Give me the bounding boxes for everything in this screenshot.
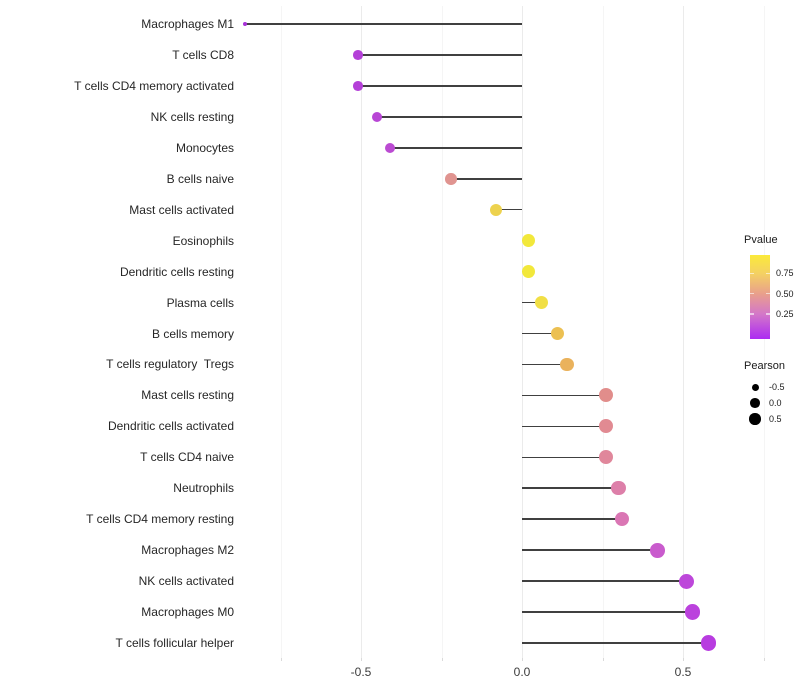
axis-tick	[361, 658, 362, 661]
lollipop-dot	[614, 512, 629, 527]
lollipop-dot	[550, 326, 565, 341]
pearson-legend-dot	[749, 413, 761, 425]
pearson-legend: Pearson -0.5 0.0 0.5	[744, 360, 800, 440]
gridline-minor	[441, 6, 443, 658]
x-axis-tick-label: 0.5	[674, 665, 692, 679]
lollipop-dot	[598, 450, 613, 465]
category-label: Dendritic cells activated	[107, 419, 234, 434]
category-label: NK cells resting	[150, 109, 234, 124]
gridline-major	[522, 6, 523, 658]
category-label: T cells CD4 memory activated	[74, 78, 234, 93]
axis-tick	[763, 658, 765, 661]
lollipop-dot	[649, 542, 665, 558]
x-axis-tick-label: -0.5	[350, 665, 372, 679]
lollipop-stem	[522, 363, 568, 366]
lollipop-stem	[522, 642, 709, 644]
category-label: Macrophages M0	[141, 605, 234, 620]
lollipop-dot	[521, 234, 535, 248]
lollipop-stem	[357, 85, 522, 87]
axis-tick	[602, 658, 604, 661]
pearson-legend-dot	[750, 398, 760, 408]
gradient-tick	[766, 292, 770, 295]
axis-tick	[441, 658, 443, 661]
category-label: NK cells activated	[138, 574, 234, 589]
lollipop-stem	[522, 332, 558, 335]
lollipop-dot	[445, 172, 457, 185]
lollipop-stem	[377, 116, 522, 118]
lollipop-dot	[534, 295, 548, 310]
category-label: Mast cells activated	[129, 202, 234, 217]
lollipop-dot	[352, 50, 363, 60]
lollipop-stem	[522, 487, 619, 490]
lollipop-stem	[245, 23, 522, 25]
category-label: T cells follicular helper	[115, 636, 235, 650]
gradient-tick	[750, 292, 754, 295]
pvalue-legend: Pvalue 0.75 0.50 0.25	[744, 234, 800, 354]
lollipop-dot	[598, 388, 613, 403]
category-label: Macrophages M1	[141, 17, 234, 31]
category-label: Mast cells resting	[141, 388, 234, 403]
pvalue-tick-label: 0.75	[776, 268, 794, 279]
gradient-tick	[766, 272, 770, 275]
gridline-minor	[280, 6, 282, 658]
lollipop-stem	[451, 177, 522, 180]
gridline-major	[361, 6, 362, 658]
category-label: Eosinophils	[172, 233, 234, 248]
lollipop-dot	[598, 419, 613, 434]
x-axis-tick-label: 0.0	[513, 665, 531, 679]
category-label: Dendritic cells resting	[119, 264, 234, 279]
gridline-minor	[602, 6, 604, 658]
lollipop-stem	[522, 549, 658, 551]
category-label: Monocytes	[175, 140, 234, 155]
lollipop-stem	[522, 425, 606, 428]
category-label: T cells CD4 naive	[140, 450, 234, 465]
category-label: T cells CD4 memory resting	[86, 512, 234, 527]
lollipop-dot	[384, 142, 396, 153]
pearson-legend-dot	[751, 383, 759, 391]
pearson-legend-label: 0.0	[769, 398, 782, 408]
axis-tick	[683, 658, 684, 661]
lollipop-dot	[372, 111, 383, 122]
pearson-legend-title: Pearson	[744, 360, 785, 372]
lollipop-stem	[522, 394, 606, 397]
lollipop-stem	[522, 580, 687, 582]
lollipop-stem	[496, 208, 522, 211]
category-label: T cells regulatory Tregs	[106, 357, 234, 372]
category-label: Neutrophils	[173, 481, 234, 496]
pvalue-tick-label: 0.25	[776, 308, 794, 319]
pvalue-gradient-bar	[750, 255, 770, 339]
category-label: B cells naive	[166, 171, 234, 186]
pvalue-legend-title: Pvalue	[744, 234, 778, 246]
lollipop-stem	[389, 147, 522, 149]
axis-tick	[522, 658, 523, 661]
pvalue-tick-label: 0.50	[776, 288, 794, 299]
axis-tick	[280, 658, 282, 661]
gradient-tick	[750, 272, 754, 275]
lollipop-stem	[522, 301, 542, 304]
lollipop-dot	[352, 81, 363, 91]
category-label: B cells memory	[151, 326, 234, 341]
lollipop-stem	[522, 518, 622, 520]
pearson-legend-label: 0.5	[769, 414, 782, 424]
lollipop-dot	[490, 203, 503, 216]
gradient-tick	[766, 313, 770, 315]
lollipop-stem	[522, 456, 606, 459]
lollipop-dot	[685, 604, 701, 620]
lollipop-dot	[243, 22, 248, 26]
category-label: Macrophages M2	[141, 543, 234, 558]
lollipop-dot	[701, 635, 717, 651]
category-label: T cells CD8	[172, 47, 234, 62]
gradient-tick	[750, 313, 754, 315]
gridline-major	[683, 6, 684, 658]
lollipop-dot	[611, 481, 626, 496]
lollipop-stem	[357, 54, 522, 56]
lollipop-dot	[521, 265, 535, 279]
lollipop-stem	[522, 611, 693, 613]
pearson-legend-label: -0.5	[769, 382, 785, 392]
category-label: Plasma cells	[166, 295, 234, 310]
lollipop-dot	[560, 357, 574, 372]
lollipop-dot	[678, 573, 694, 589]
